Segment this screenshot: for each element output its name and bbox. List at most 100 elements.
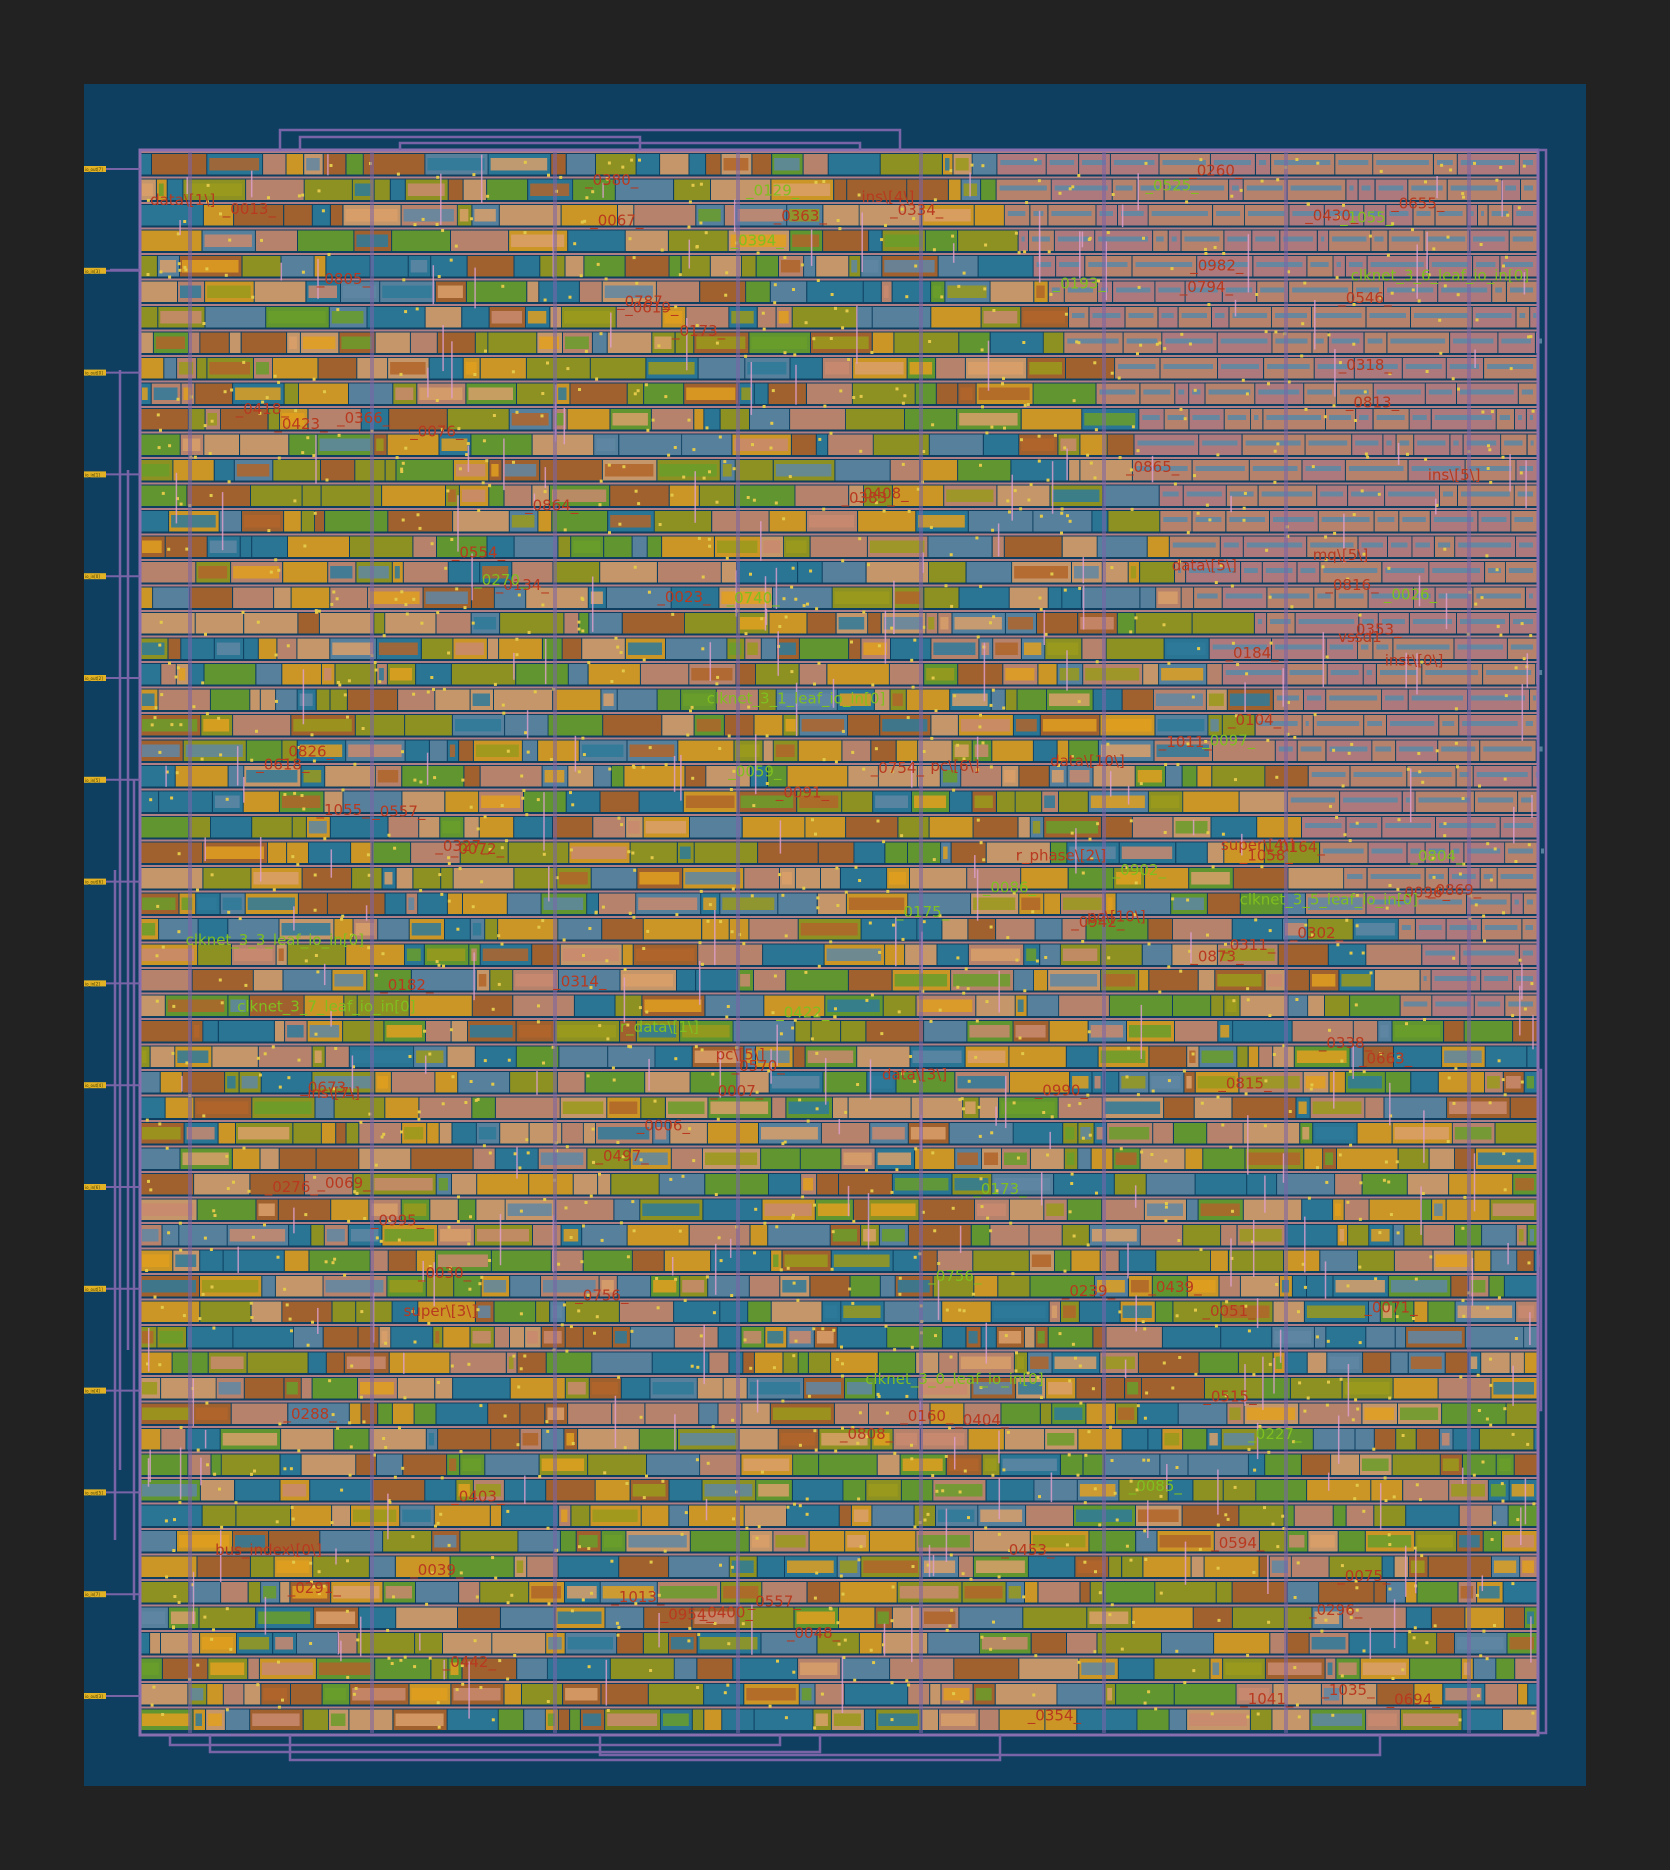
via bbox=[1473, 161, 1476, 165]
std-cell bbox=[848, 766, 878, 787]
via bbox=[1275, 775, 1279, 779]
filler-pattern bbox=[1468, 466, 1512, 471]
std-cell bbox=[669, 1556, 729, 1577]
filler-pattern bbox=[1049, 160, 1075, 165]
via bbox=[890, 626, 894, 630]
std-cell bbox=[973, 1250, 1029, 1271]
std-cell bbox=[880, 1276, 895, 1297]
std-cell bbox=[828, 154, 880, 175]
cell-shape bbox=[374, 1178, 433, 1191]
via bbox=[1282, 1527, 1286, 1530]
via bbox=[913, 1525, 917, 1529]
std-cell bbox=[203, 1021, 218, 1042]
via bbox=[1077, 700, 1081, 704]
std-cell bbox=[1023, 1607, 1087, 1628]
std-cell bbox=[768, 766, 787, 787]
cell-shape bbox=[1005, 668, 1035, 681]
via bbox=[765, 782, 769, 785]
std-cell bbox=[524, 1709, 545, 1730]
std-cell bbox=[411, 1148, 473, 1169]
filler-pattern bbox=[1374, 236, 1384, 242]
via bbox=[979, 713, 982, 717]
via bbox=[914, 1147, 918, 1151]
via bbox=[1516, 1518, 1520, 1522]
std-cell bbox=[403, 562, 448, 583]
std-cell bbox=[1183, 791, 1239, 812]
via bbox=[1186, 531, 1190, 535]
std-cell bbox=[308, 409, 361, 430]
cell-shape bbox=[241, 1076, 258, 1089]
via bbox=[447, 1543, 451, 1547]
via bbox=[935, 1489, 939, 1493]
via bbox=[757, 1525, 761, 1529]
cell-shape bbox=[659, 1586, 718, 1599]
via bbox=[587, 661, 591, 665]
via bbox=[457, 427, 461, 431]
via bbox=[922, 920, 926, 924]
cell-shape bbox=[953, 974, 1011, 987]
std-cell bbox=[652, 1352, 709, 1373]
std-cell bbox=[378, 1403, 392, 1424]
std-cell bbox=[403, 1454, 447, 1475]
std-cell bbox=[293, 1327, 323, 1348]
std-cell bbox=[253, 970, 283, 991]
cell-shape bbox=[1341, 974, 1371, 987]
via bbox=[1260, 179, 1264, 183]
via bbox=[816, 906, 820, 910]
via bbox=[582, 753, 586, 757]
std-cell bbox=[140, 1454, 188, 1475]
via bbox=[813, 682, 816, 686]
filler-pattern bbox=[1329, 415, 1352, 420]
via bbox=[700, 962, 704, 966]
via bbox=[1304, 923, 1308, 927]
filler-pattern bbox=[1461, 491, 1510, 497]
std-cell bbox=[928, 1633, 979, 1654]
via bbox=[1016, 1156, 1020, 1160]
filler-pattern bbox=[1315, 338, 1324, 344]
std-cell bbox=[236, 1505, 291, 1526]
via bbox=[538, 1475, 542, 1478]
std-cell bbox=[451, 664, 516, 685]
via bbox=[218, 978, 222, 982]
via bbox=[220, 1001, 224, 1005]
via bbox=[1355, 924, 1359, 928]
cell-shape bbox=[1344, 1382, 1390, 1395]
via bbox=[362, 1420, 366, 1424]
std-cell bbox=[284, 511, 301, 532]
via bbox=[337, 681, 340, 684]
via bbox=[838, 227, 842, 231]
via bbox=[1499, 633, 1503, 637]
cell-shape bbox=[1081, 1662, 1115, 1675]
filler-pattern bbox=[1463, 950, 1515, 956]
filler-pattern bbox=[1223, 542, 1239, 548]
filler-pattern bbox=[1163, 364, 1213, 369]
via bbox=[716, 675, 720, 679]
cell-shape bbox=[984, 1152, 998, 1165]
filler-pattern bbox=[1128, 313, 1154, 318]
via bbox=[1488, 448, 1492, 452]
filler-pattern bbox=[1339, 389, 1369, 395]
via bbox=[475, 1595, 479, 1599]
std-cell bbox=[309, 1250, 370, 1271]
std-cell bbox=[1005, 689, 1017, 710]
std-cell bbox=[1437, 1633, 1454, 1654]
cell-shape bbox=[293, 719, 352, 732]
std-cell bbox=[1304, 1148, 1323, 1169]
std-cell bbox=[720, 1301, 748, 1322]
std-cell bbox=[263, 154, 286, 175]
via bbox=[435, 960, 439, 964]
filler-pattern bbox=[1471, 695, 1525, 701]
cell-shape bbox=[167, 999, 225, 1012]
cell-shape bbox=[354, 183, 371, 196]
std-cell bbox=[452, 1174, 477, 1195]
via bbox=[213, 1214, 217, 1217]
std-cell bbox=[1106, 638, 1164, 659]
std-cell bbox=[1283, 893, 1305, 914]
cell-shape bbox=[278, 948, 284, 961]
std-cell bbox=[325, 511, 388, 532]
std-cell bbox=[1061, 1454, 1083, 1475]
via bbox=[1341, 784, 1345, 788]
cell-shape bbox=[246, 770, 298, 783]
filler-pattern bbox=[1476, 593, 1521, 599]
cell-shape bbox=[875, 795, 908, 808]
